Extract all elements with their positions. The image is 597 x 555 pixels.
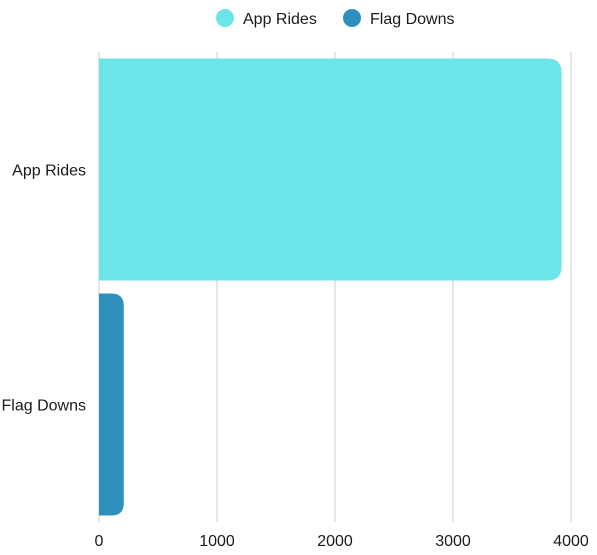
legend: App Rides Flag Downs <box>216 9 454 28</box>
bar-flag-downs <box>99 293 124 516</box>
x-tick-label-2000: 2000 <box>317 533 353 550</box>
bar-app-rides <box>99 58 562 281</box>
category-label-flag-downs: Flag Downs <box>2 398 86 415</box>
legend-swatch-2 <box>343 9 361 27</box>
x-tick-label-4000: 4000 <box>553 533 589 550</box>
bars <box>99 58 562 516</box>
x-tick-label-3000: 3000 <box>435 533 471 550</box>
x-tick-labels: 0 1000 2000 3000 4000 <box>95 533 589 550</box>
x-tick-label-0: 0 <box>95 533 104 550</box>
category-labels: App Rides Flag Downs <box>2 163 86 415</box>
legend-label-2: Flag Downs <box>370 11 454 28</box>
category-label-app-rides: App Rides <box>12 163 86 180</box>
x-tick-label-1000: 1000 <box>199 533 235 550</box>
legend-label-1: App Rides <box>243 11 317 28</box>
legend-swatch-1 <box>216 9 234 27</box>
